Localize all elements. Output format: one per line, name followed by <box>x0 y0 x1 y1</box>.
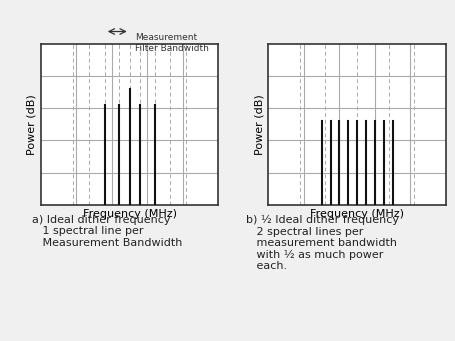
Text: b) ½ Ideal dither frequency
   2 spectral lines per
   measurement bandwidth
   : b) ½ Ideal dither frequency 2 spectral l… <box>246 215 399 271</box>
Y-axis label: Power (dB): Power (dB) <box>254 94 264 155</box>
X-axis label: Frequency (MHz): Frequency (MHz) <box>83 209 177 219</box>
Y-axis label: Power (dB): Power (dB) <box>27 94 37 155</box>
X-axis label: Frequency (MHz): Frequency (MHz) <box>310 209 404 219</box>
Text: Measurement
Filter Bandwidth: Measurement Filter Bandwidth <box>135 33 209 53</box>
Text: a) Ideal dither frequency
   1 spectral line per
   Measurement Bandwidth: a) Ideal dither frequency 1 spectral lin… <box>32 215 182 248</box>
